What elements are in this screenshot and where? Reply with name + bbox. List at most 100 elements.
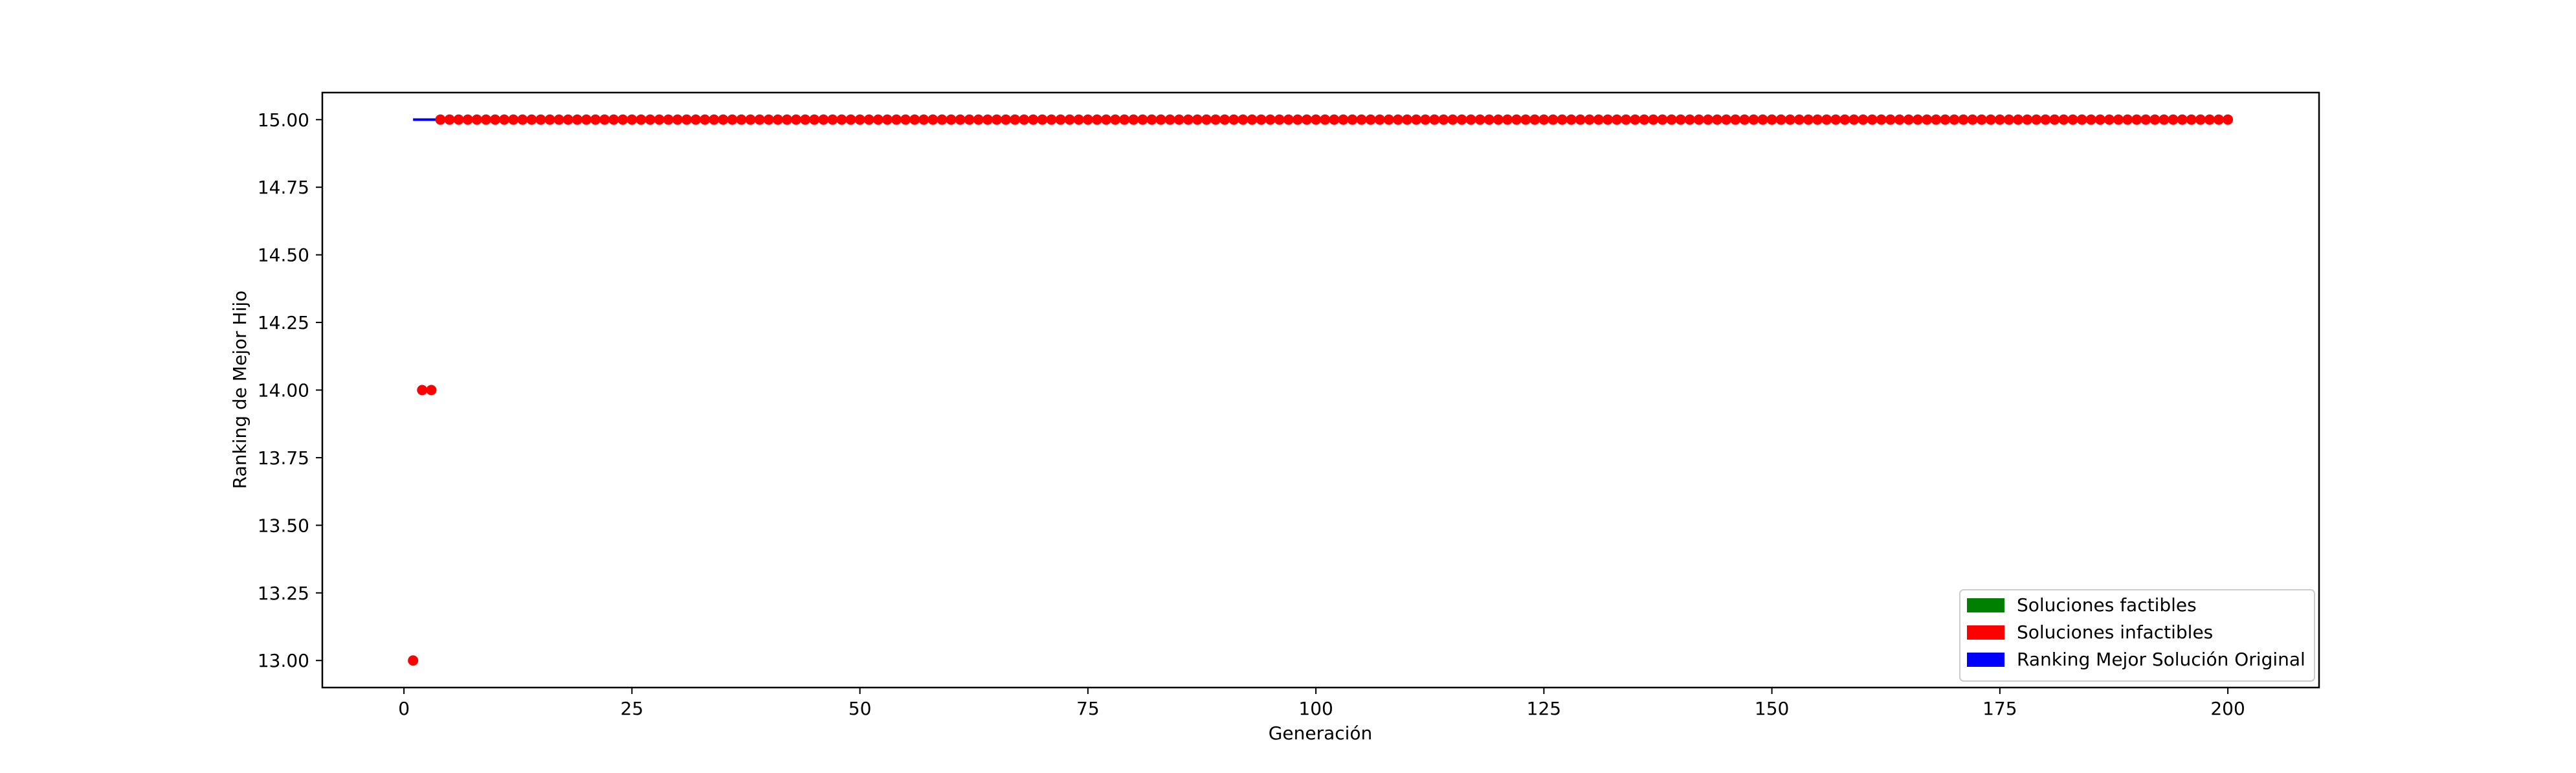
- data-point: [1730, 114, 1741, 125]
- data-point: [1001, 114, 1012, 125]
- data-point: [417, 385, 428, 396]
- data-point: [2140, 114, 2151, 125]
- legend: Soluciones factibles Soluciones infactibl…: [1959, 589, 2315, 682]
- data-point: [2223, 114, 2234, 125]
- data-point: [2177, 114, 2188, 125]
- data-point: [1365, 114, 1376, 125]
- y-tick-label: 14.25: [258, 312, 309, 333]
- data-point: [2195, 114, 2206, 125]
- data-point: [480, 114, 491, 125]
- data-point: [1557, 114, 1568, 125]
- data-point: [1392, 114, 1403, 125]
- data-point: [553, 114, 564, 125]
- data-point: [2058, 114, 2069, 125]
- data-point: [809, 114, 820, 125]
- data-point: [1155, 114, 1166, 125]
- data-point: [1775, 114, 1786, 125]
- data-point: [2131, 114, 2142, 125]
- data-point: [845, 114, 856, 125]
- x-tick-label: 100: [1298, 698, 1333, 719]
- data-point: [508, 114, 519, 125]
- x-axis: 0 25 50 75 100 125 150 175 200: [398, 688, 2245, 719]
- y-axis: 13.00 13.25 13.50 13.75 14.00 14.25 14.50 14.75…: [258, 109, 322, 671]
- data-point: [1803, 114, 1814, 125]
- data-point: [718, 114, 729, 125]
- data-point: [1411, 114, 1422, 125]
- data-point: [608, 114, 619, 125]
- data-point: [1110, 114, 1121, 125]
- data-point: [1055, 114, 1066, 125]
- data-point: [535, 114, 546, 125]
- data-point: [991, 114, 1002, 125]
- data-point: [982, 114, 993, 125]
- legend-label: Ranking Mejor Solución Original: [2017, 649, 2305, 670]
- data-point: [1721, 114, 1732, 125]
- data-point: [1064, 114, 1075, 125]
- data-point: [1183, 114, 1194, 125]
- y-axis-label: Ranking de Mejor Hijo: [229, 291, 250, 489]
- plot-layer: [408, 114, 2234, 666]
- data-point: [1456, 114, 1467, 125]
- data-point: [973, 114, 984, 125]
- data-point: [1192, 114, 1203, 125]
- data-point: [891, 114, 902, 125]
- data-point: [1538, 114, 1549, 125]
- data-point: [2003, 114, 2014, 125]
- data-point: [872, 114, 883, 125]
- data-point: [790, 114, 801, 125]
- data-point: [2094, 114, 2105, 125]
- data-point: [517, 114, 528, 125]
- x-tick-label: 25: [621, 698, 644, 719]
- data-point: [1247, 114, 1258, 125]
- data-point: [1693, 114, 1704, 125]
- data-point: [1985, 114, 1996, 125]
- data-point: [471, 114, 482, 125]
- legend-label: Soluciones factibles: [2017, 594, 2197, 616]
- data-point: [1338, 114, 1349, 125]
- data-point: [1529, 114, 1540, 125]
- data-point: [1566, 114, 1577, 125]
- data-point: [617, 114, 628, 125]
- data-point: [1967, 114, 1978, 125]
- data-point: [763, 114, 774, 125]
- data-point: [1949, 114, 1960, 125]
- data-point: [1639, 114, 1650, 125]
- data-point: [1311, 114, 1322, 125]
- y-tick-label: 13.00: [258, 650, 309, 671]
- data-point: [1766, 114, 1777, 125]
- data-point: [1812, 114, 1823, 125]
- data-point: [572, 114, 583, 125]
- data-point: [590, 114, 601, 125]
- data-point: [1091, 114, 1102, 125]
- data-point: [1584, 114, 1595, 125]
- data-point: [1447, 114, 1458, 125]
- data-point: [918, 114, 929, 125]
- data-point: [937, 114, 948, 125]
- data-point: [1940, 114, 1951, 125]
- data-point: [1420, 114, 1431, 125]
- data-point: [1793, 114, 1804, 125]
- data-point: [1210, 114, 1221, 125]
- data-point: [1137, 114, 1148, 125]
- legend-label: Soluciones infactibles: [2017, 622, 2213, 643]
- data-point: [955, 114, 966, 125]
- y-tick-label: 13.75: [258, 447, 309, 469]
- data-point: [1502, 114, 1513, 125]
- data-point: [1757, 114, 1768, 125]
- data-point: [1748, 114, 1759, 125]
- data-point: [1994, 114, 2005, 125]
- data-point: [836, 114, 847, 125]
- data-point: [581, 114, 592, 125]
- data-point: [827, 114, 838, 125]
- data-point: [1329, 114, 1340, 125]
- data-point: [863, 114, 874, 125]
- data-point: [490, 114, 501, 125]
- data-point: [672, 114, 683, 125]
- data-point: [1894, 114, 1905, 125]
- data-point: [1520, 114, 1531, 125]
- data-point: [1621, 114, 1632, 125]
- legend-swatch: [1967, 625, 2004, 640]
- data-point: [2104, 114, 2115, 125]
- data-point: [1465, 114, 1476, 125]
- data-point: [2159, 114, 2170, 125]
